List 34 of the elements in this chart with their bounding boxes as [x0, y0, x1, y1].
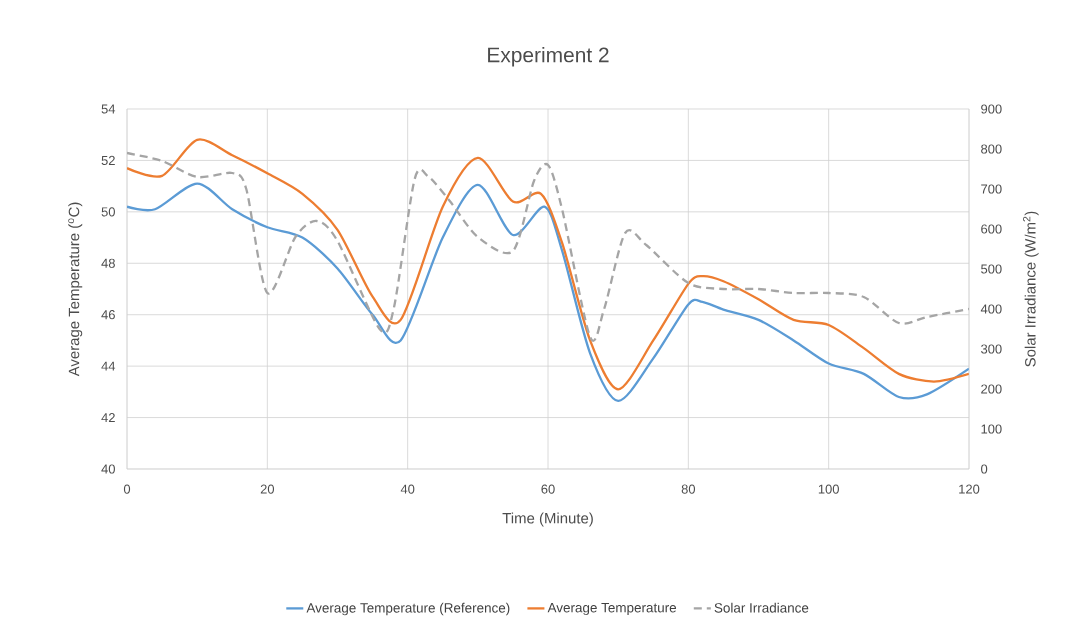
y-tick-label: 40: [101, 464, 115, 474]
line-series: [127, 138, 970, 391]
y-tick-label: 52: [101, 155, 115, 166]
x-tick-label: 20: [260, 484, 275, 494]
y2-tick-label: 800: [981, 144, 1002, 154]
y2-tick-label: 100: [981, 424, 1002, 434]
y-axis-title: Average Temperature ($^{o}$C): [68, 202, 83, 377]
chart-title: Experiment 2: [488, 47, 609, 67]
y-tick-label: 48: [101, 258, 115, 268]
y-tick-label: 46: [101, 310, 115, 320]
y2-tick-label: 0: [981, 464, 988, 474]
x-tick-label: 100: [818, 484, 839, 494]
y2-tick-label: 200: [981, 384, 1002, 394]
legend-label: Average Temperature: [547, 603, 677, 616]
x-tick-label: 80: [681, 484, 696, 494]
y-tick-label: 50: [101, 207, 115, 217]
y2-tick-label: 400: [980, 304, 1002, 314]
y-tick-label: 42: [101, 413, 115, 423]
x-tick-label: 40: [400, 484, 415, 494]
x-tick-label: 0: [123, 484, 131, 494]
line-series: [127, 182, 970, 403]
y2-tick-label: 300: [981, 344, 1002, 354]
legend-label: Solar Irradiance: [714, 602, 809, 613]
y-tick-label: 54: [101, 104, 116, 114]
x-tick-label: 120: [959, 484, 980, 494]
legend-label: Average Temperature (Reference): [306, 602, 510, 616]
y2-tick-label: 700: [981, 184, 1002, 194]
x-axis-title: Time (Minute): [502, 512, 593, 527]
y2-tick-label: 500: [981, 264, 1002, 274]
y2-axis-title: Solar Irradiance (W/m$^{2}$): [1022, 211, 1039, 367]
x-tick-label: 60: [541, 484, 555, 494]
y-tick-label: 44: [101, 361, 116, 371]
y2-tick-label: 900: [981, 104, 1002, 114]
y2-tick-label: 600: [981, 224, 1002, 234]
